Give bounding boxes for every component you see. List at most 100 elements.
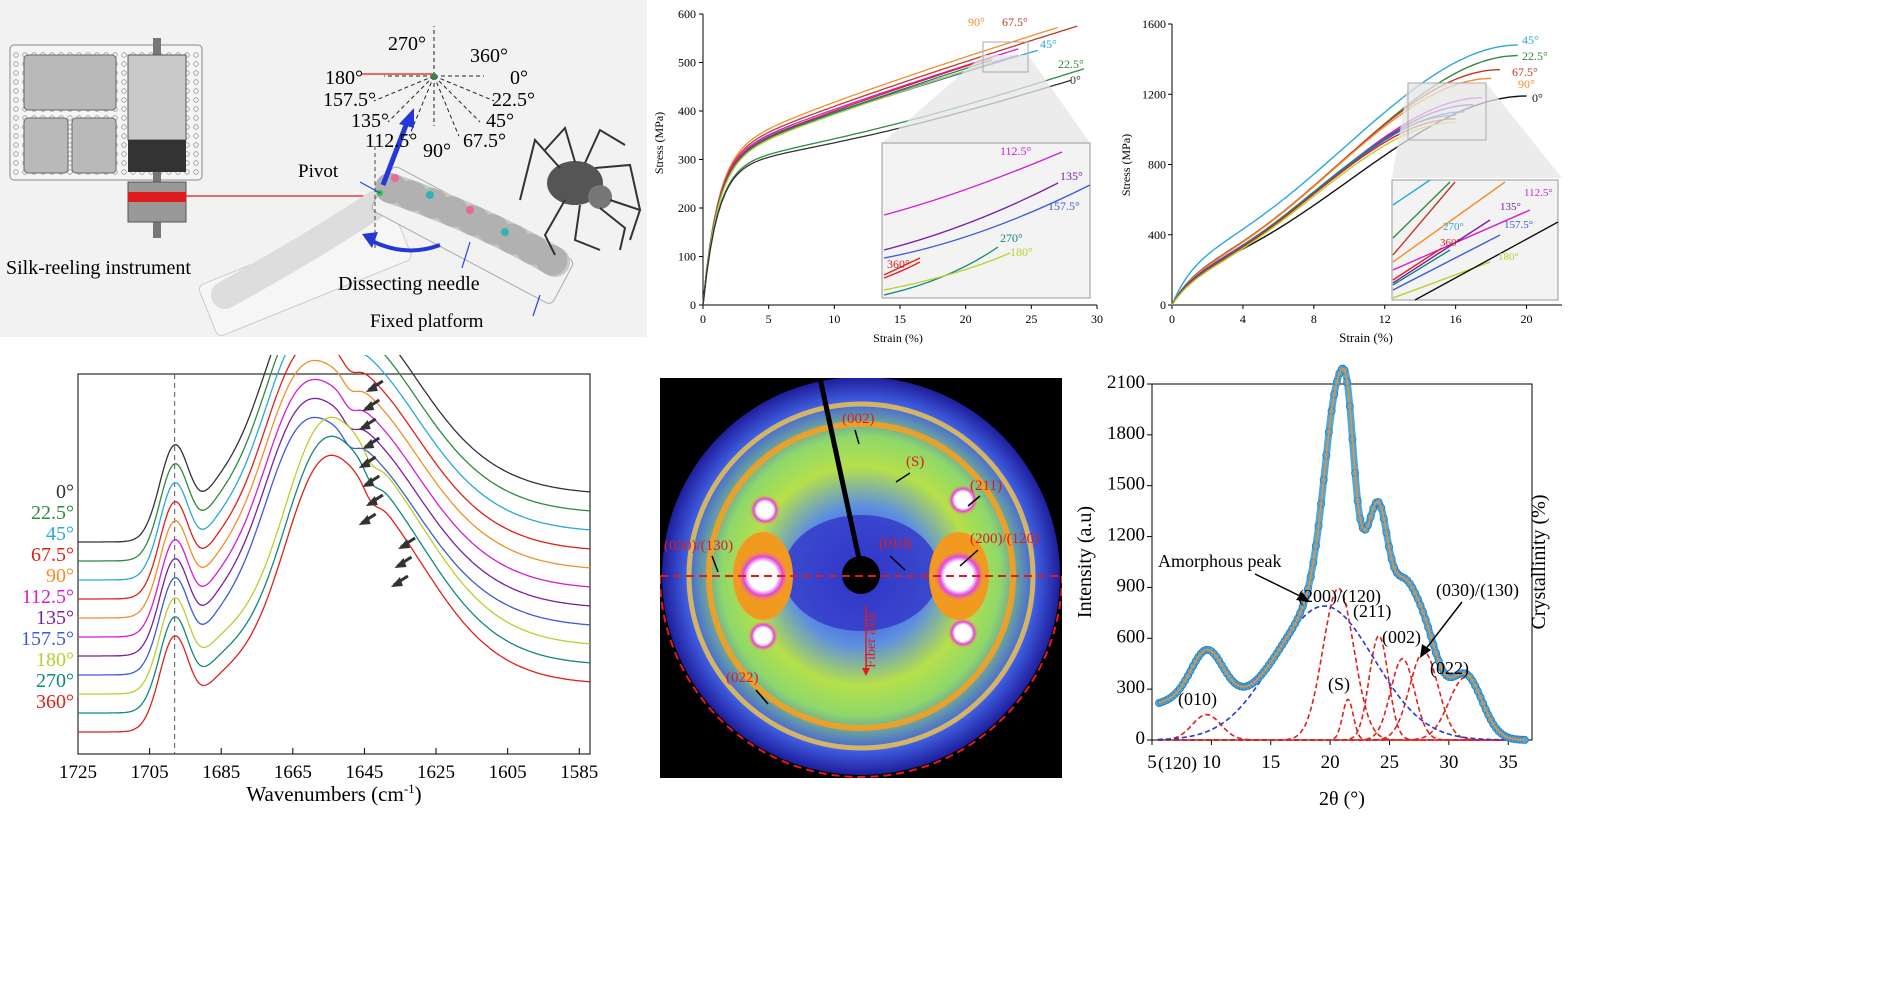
inset-box [1391, 179, 1559, 301]
panel-e-xrd-pattern: Fiber axis (002) (S) (211) (030)/(130) (… [659, 377, 1063, 778]
angle-label: 180° [325, 67, 363, 89]
grid-hole [13, 142, 19, 148]
series-label: 22.5° [1522, 49, 1548, 63]
y-tick-label: 600 [678, 7, 696, 21]
fit-curve [1158, 367, 1525, 741]
series-line [702, 61, 993, 306]
series-line [1171, 44, 1518, 306]
angle-ray [387, 75, 435, 123]
inset-series-label: 180° [1498, 251, 1519, 263]
x-tick-label: 1585 [560, 762, 598, 783]
peak-label: (010) [1178, 689, 1217, 710]
y-tick-label: 600 [1117, 626, 1146, 647]
x-axis-label: 2θ (°) [1319, 788, 1365, 810]
fiber-axis-label: Fiber axis [864, 612, 879, 668]
fan-center [431, 73, 437, 79]
xrd-label-s: (S) [906, 454, 924, 470]
grid-hole [13, 133, 19, 139]
grid-hole [13, 160, 19, 166]
x-tick-label: 1605 [489, 762, 527, 783]
instrument-block [23, 117, 69, 174]
x-tick-label: 30 [1439, 752, 1458, 773]
inset-series-label: 157.5° [1504, 219, 1533, 231]
y-tick-label: 0 [1160, 298, 1166, 312]
xrd-pattern-svg: Fiber axis (002) (S) (211) (030)/(130) (… [659, 377, 1063, 778]
grid-hole [13, 106, 19, 112]
series-label: 45° [1040, 37, 1057, 51]
inset-series-label: 112.5° [1000, 144, 1032, 158]
inset-series-line [1392, 247, 1443, 281]
x-tick-label: 25 [1380, 752, 1399, 773]
angle-label: 360° [470, 45, 508, 67]
legend-label: 157.5° [21, 628, 74, 650]
xrd-label-010: (010) [879, 536, 912, 552]
silkworm-spot [466, 206, 474, 214]
chart-d-ticks: 1725 1705 1685 1665 1645 1625 1605 1585 [59, 374, 598, 783]
peak-label: (211) [1353, 601, 1391, 622]
inset-series-label: 270° [1443, 221, 1464, 233]
x-tick-label: 1645 [345, 762, 383, 783]
peak-arrowhead [362, 477, 375, 487]
ftir-series-line [78, 416, 591, 695]
y-tick-label: 300 [678, 153, 696, 167]
grid-hole [121, 151, 127, 157]
spot-030-130 [737, 550, 789, 602]
inset-series-line [1392, 181, 1506, 263]
panel-d-ftir-spectra: 1725 1705 1685 1665 1645 1625 1605 1585 0° 22.5°… [0, 283, 610, 986]
grid-hole [121, 88, 127, 94]
grid-hole [121, 169, 127, 175]
grid-hole [13, 169, 19, 175]
grid-hole [121, 52, 127, 58]
inset-series-line [883, 184, 1091, 259]
x-tick-label: 15 [1261, 752, 1280, 773]
inset-series-line [1392, 179, 1431, 206]
grid-hole [13, 115, 19, 121]
x-tick-label: 15 [894, 312, 906, 326]
angle-label: 67.5° [463, 130, 506, 152]
inset-series-line [883, 151, 1063, 216]
ftir-series-line [78, 340, 591, 600]
angle-label: 135° [351, 110, 389, 132]
angle-ray [433, 75, 495, 102]
peak-arrowhead [390, 577, 403, 587]
peak-arrowhead [358, 420, 371, 430]
peak-label: (022) [1430, 658, 1469, 679]
chart-d-legend: 0°22.5°45°67.5°90°112.5°135°157.5°180°27… [21, 481, 74, 713]
series-line [702, 25, 1078, 306]
rotation-arrow [380, 119, 411, 186]
inset-series-line [883, 257, 921, 276]
chart-c-series-labels: 45° 22.5° 67.5°90°0° [1512, 33, 1548, 105]
angle-label: 157.5° [323, 89, 376, 111]
peak-label: (030)/(130) [1436, 580, 1519, 601]
series-line [702, 57, 993, 306]
grid-hole [13, 151, 19, 157]
silkworm-segments [375, 173, 570, 277]
grid-hole [13, 70, 19, 76]
ftir-series-line [78, 435, 591, 714]
inset-series-line [1392, 249, 1451, 286]
spot-211-lower-right [948, 618, 978, 648]
inset-series-label: 112.5° [1524, 187, 1553, 199]
x-tick-label: 20 [960, 312, 972, 326]
grid-hole [193, 151, 199, 157]
y-tick-label: 1600 [1142, 17, 1166, 31]
legend-label: 180° [36, 649, 74, 671]
xrd-label-022: (022) [726, 670, 759, 686]
peak-label: Amorphous peak [1158, 551, 1281, 571]
x-tick-label: 0 [1169, 312, 1175, 326]
grid-hole [13, 79, 19, 85]
spot-211-right [948, 485, 978, 515]
x-tick-label: 10 [828, 312, 840, 326]
x-tick-label: 20 [1321, 752, 1340, 773]
x-tick-label: 1685 [202, 762, 240, 783]
pointer-arrow [1254, 573, 1303, 598]
y-tick-label: 400 [678, 104, 696, 118]
inset-zoom-wedge [882, 55, 1090, 143]
x-tick-label: 5 [1147, 752, 1157, 773]
angle-label: 112.5° [365, 130, 417, 152]
crystal-peak [1157, 676, 1525, 741]
inset-series-label: 180° [1010, 245, 1033, 259]
grid-hole [13, 97, 19, 103]
